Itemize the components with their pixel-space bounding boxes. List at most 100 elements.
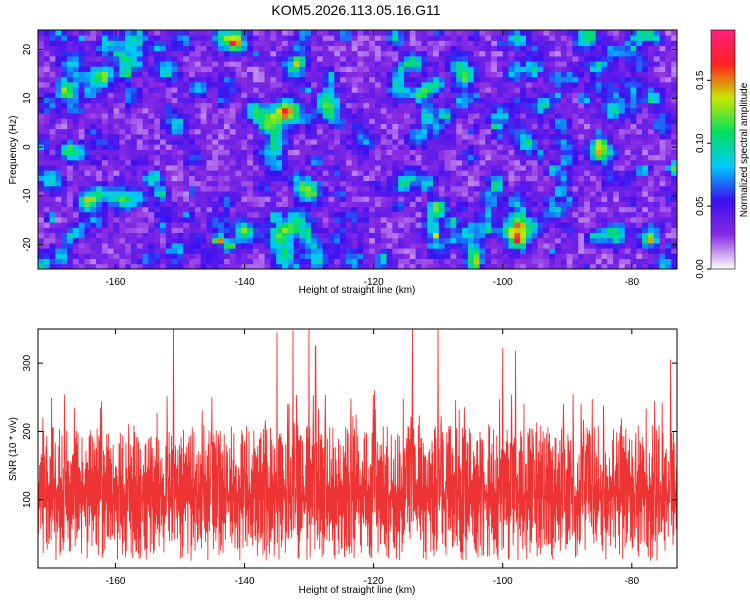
heatmap-cell (607, 92, 614, 98)
heatmap-cell (607, 133, 614, 140)
heatmap-cell (630, 144, 637, 150)
heatmap-cell (572, 217, 579, 223)
heatmap-cell (351, 196, 358, 202)
heatmap-cell (72, 258, 80, 265)
heatmap-cell (485, 123, 492, 130)
heatmap-cell (584, 154, 591, 161)
heatmap-cell (462, 107, 469, 114)
heatmap-cell (340, 154, 347, 161)
heatmap-cell (560, 50, 568, 57)
heatmap-cell (252, 175, 260, 182)
heatmap-cell (281, 237, 289, 244)
heatmap-cell (311, 61, 318, 67)
heatmap-cell (136, 128, 143, 135)
heatmap-cell (618, 97, 626, 104)
heatmap-cell (72, 97, 80, 104)
heatmap-cell (589, 243, 597, 249)
heatmap-cell (584, 211, 591, 218)
heatmap-cell (357, 102, 364, 109)
heatmap-cell (537, 258, 544, 265)
heatmap-cell (49, 191, 56, 197)
heatmap-cell (113, 170, 120, 176)
heatmap-cell (183, 165, 190, 171)
heatmap-cell (241, 217, 248, 223)
heatmap-cell (130, 263, 138, 269)
heatmap-cell (537, 165, 544, 171)
heatmap-cell (125, 87, 132, 93)
heatmap-cell (78, 253, 85, 260)
heatmap-cell (433, 40, 440, 46)
heatmap-cell (328, 128, 335, 135)
heatmap-cell (601, 175, 608, 182)
heatmap-cell (281, 107, 289, 114)
heatmap-cell (130, 118, 138, 124)
heatmap-cell (148, 237, 155, 244)
heatmap-cell (148, 258, 155, 265)
heatmap-cell (229, 243, 236, 249)
heatmap-cell (514, 217, 521, 223)
heatmap-cell (520, 40, 527, 46)
heatmap-cell (403, 97, 411, 104)
heatmap-cell (392, 55, 399, 62)
heatmap-cell (136, 55, 143, 62)
heatmap-cell (508, 133, 515, 140)
heatmap-cell (566, 165, 573, 171)
heatmap-cell (520, 243, 527, 249)
heatmap-cell (409, 149, 416, 156)
heatmap-cell (113, 175, 120, 182)
heatmap-cell (49, 258, 56, 265)
heatmap-cell (647, 243, 655, 249)
heatmap-cell (177, 76, 184, 83)
heatmap-cell (421, 201, 428, 208)
heatmap-cell (369, 159, 376, 166)
heatmap-cell (653, 211, 660, 218)
heatmap-cell (392, 66, 399, 72)
heatmap-cell (374, 159, 382, 166)
heatmap-cell (560, 144, 568, 150)
heatmap-cell (142, 243, 149, 249)
heatmap-cell (101, 139, 109, 145)
heatmap-cell (467, 248, 475, 254)
heatmap-cell (49, 123, 56, 130)
heatmap-cell (653, 170, 660, 176)
heatmap-cell (496, 50, 504, 57)
heatmap-cell (671, 211, 677, 218)
heatmap-cell (305, 133, 312, 140)
heatmap-cell (392, 180, 399, 187)
heatmap-cell (653, 191, 660, 197)
heatmap-cell (438, 35, 446, 41)
heatmap-cell (415, 128, 422, 135)
heatmap-cell (601, 87, 608, 93)
heatmap-cell (247, 107, 254, 114)
heatmap-cell (555, 191, 562, 197)
heatmap-cell (409, 154, 416, 161)
heatmap-cell (496, 217, 504, 223)
heatmap-cell (520, 185, 527, 192)
heatmap-cell (647, 201, 655, 208)
heatmap-cell (247, 237, 254, 244)
heatmap-cell (258, 191, 265, 197)
heatmap-cell (607, 45, 614, 52)
heatmap-cell (374, 217, 382, 223)
heatmap-cell (450, 206, 457, 213)
heatmap-cell (409, 185, 416, 192)
heatmap-cell (200, 165, 207, 171)
heatmap-cell (189, 35, 196, 41)
heatmap-cell (531, 206, 538, 213)
heatmap-cell (485, 118, 492, 124)
heatmap-cell (72, 217, 80, 223)
heatmap-cell (305, 71, 312, 78)
heatmap-cell (200, 71, 207, 78)
heatmap-cell (520, 118, 527, 124)
heatmap-cell (525, 217, 533, 223)
heatmap-cell (659, 243, 666, 249)
heatmap-cell (665, 196, 672, 202)
heatmap-cell (223, 185, 231, 192)
heatmap-cell (514, 191, 521, 197)
heatmap-cell (287, 144, 294, 150)
heatmap-cell (340, 217, 347, 223)
heatmap-cell (177, 196, 184, 202)
heatmap-cell (642, 113, 649, 119)
heatmap-cell (520, 61, 527, 67)
heatmap-cell (450, 123, 457, 130)
